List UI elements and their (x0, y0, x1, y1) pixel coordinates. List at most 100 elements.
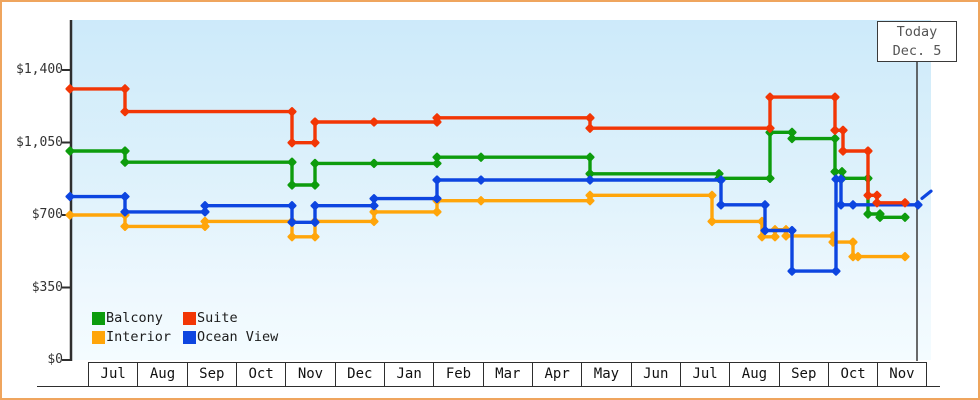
series-line-interior (70, 193, 905, 259)
series-point-balcony (585, 152, 595, 162)
series-point-ocean_view (369, 194, 379, 204)
series-point-balcony (287, 180, 297, 190)
x-axis-month-label: Aug (137, 362, 187, 386)
series-point-balcony (837, 167, 847, 177)
legend-label: Interior (106, 329, 172, 345)
series-point-interior (707, 216, 717, 227)
series-point-balcony (875, 212, 885, 222)
series-point-suite (872, 190, 882, 200)
series-line-balcony (70, 130, 905, 220)
series-point-interior (770, 232, 780, 242)
series-point-ocean_view (913, 200, 923, 210)
series-point-suite (872, 198, 882, 208)
legend-item-balcony[interactable]: Balcony (92, 311, 183, 326)
series-point-suite (65, 84, 75, 94)
series-point-ocean_view (65, 191, 75, 202)
series-point-ocean_view (432, 175, 442, 185)
series-point-ocean_view (760, 225, 770, 236)
series-point-suite (585, 123, 595, 133)
series-point-ocean_view (120, 191, 130, 202)
series-point-suite (765, 123, 775, 133)
chart-series-layer (65, 84, 933, 276)
x-axis-month-label: Apr (531, 362, 582, 386)
series-point-balcony (585, 169, 595, 179)
x-axis-month-label: Mar (482, 362, 532, 386)
series-point-ocean_view (836, 200, 846, 210)
legend-label: Suite (197, 310, 238, 326)
legend-swatch-icon (92, 331, 105, 344)
series-point-balcony (120, 157, 130, 167)
legend-swatch-icon (183, 312, 196, 325)
series-point-interior (287, 232, 297, 242)
series-point-suite (369, 117, 379, 127)
y-axis-label: $700 (31, 207, 63, 222)
x-axis-month-label: Sep (186, 362, 236, 386)
series-point-ocean_view (310, 217, 320, 227)
series-point-balcony (787, 133, 797, 144)
x-axis-month-label: Dec (334, 362, 384, 386)
series-point-balcony (432, 158, 442, 169)
series-point-suite (120, 107, 130, 117)
series-point-ocean_view (585, 175, 595, 185)
x-axis-month-label: Aug (729, 362, 779, 386)
series-point-suite (830, 92, 840, 102)
series-point-suite (900, 198, 910, 208)
series-point-suite (838, 146, 848, 156)
series-point-suite (287, 107, 297, 117)
x-axis-month-label: Nov (285, 362, 335, 386)
series-point-ocean_view (287, 201, 297, 211)
series-point-interior (585, 190, 595, 200)
series-point-suite (863, 146, 873, 156)
series-point-interior (585, 196, 595, 206)
series-point-ocean_view (200, 207, 210, 217)
series-point-ocean_view (836, 174, 846, 184)
y-axis-label: $1,400 (16, 62, 63, 77)
x-axis-month-label: Oct (827, 362, 878, 386)
y-axis-label: $350 (31, 279, 63, 295)
series-point-balcony (65, 146, 75, 156)
series-point-interior (432, 207, 442, 217)
x-axis-month-label: Jan (383, 362, 434, 386)
series-point-interior (369, 207, 379, 217)
x-axis-month-label: May (581, 362, 631, 386)
today-label: Today (896, 24, 938, 40)
legend-item-suite[interactable]: Suite (183, 311, 278, 326)
x-axis-month-label: Sep (778, 362, 828, 386)
series-point-ocean_view (200, 201, 210, 211)
series-point-balcony (432, 152, 442, 162)
series-point-ocean_view (831, 266, 841, 276)
series-point-ocean_view (120, 207, 130, 217)
series-point-interior (476, 196, 486, 206)
legend-label: Balcony (106, 310, 163, 326)
series-point-interior (369, 216, 379, 227)
series-point-suite (863, 190, 873, 200)
legend-label: Ocean View (197, 329, 279, 345)
series-point-balcony (310, 180, 320, 190)
y-axis-label: $0 (47, 352, 63, 367)
legend-item-ocean_view[interactable]: Ocean View (183, 330, 278, 345)
series-point-ocean_view (476, 175, 486, 185)
x-axis-month-label: Feb (433, 362, 483, 386)
series-point-balcony (863, 209, 873, 219)
y-axis-ticks (62, 69, 71, 361)
series-point-ocean_view (760, 200, 770, 210)
series-point-suite (120, 84, 130, 94)
series-point-ocean_view (369, 201, 379, 211)
series-point-interior (120, 221, 130, 231)
series-point-interior (65, 210, 75, 220)
series-point-balcony (787, 127, 797, 137)
legend-item-interior[interactable]: Interior (92, 330, 183, 345)
x-axis-lead-cell (37, 362, 88, 386)
x-axis-month-label: Oct (235, 362, 286, 386)
today-date-label: Dec. 5 (892, 43, 942, 59)
x-axis-month-label: Jul (679, 362, 730, 386)
series-point-ocean_view (848, 200, 858, 210)
x-axis-month-row: Jul Aug Sep Oct Nov Dec Jan Feb Mar Apr May Jun Jul A… (37, 362, 940, 387)
series-point-balcony (287, 157, 297, 167)
series-point-interior (200, 216, 210, 227)
series-point-ocean_view (787, 266, 797, 276)
series-point-balcony (765, 173, 775, 183)
series-point-suite (310, 117, 320, 127)
series-point-ocean_view (432, 194, 442, 204)
series-point-balcony (120, 146, 130, 156)
